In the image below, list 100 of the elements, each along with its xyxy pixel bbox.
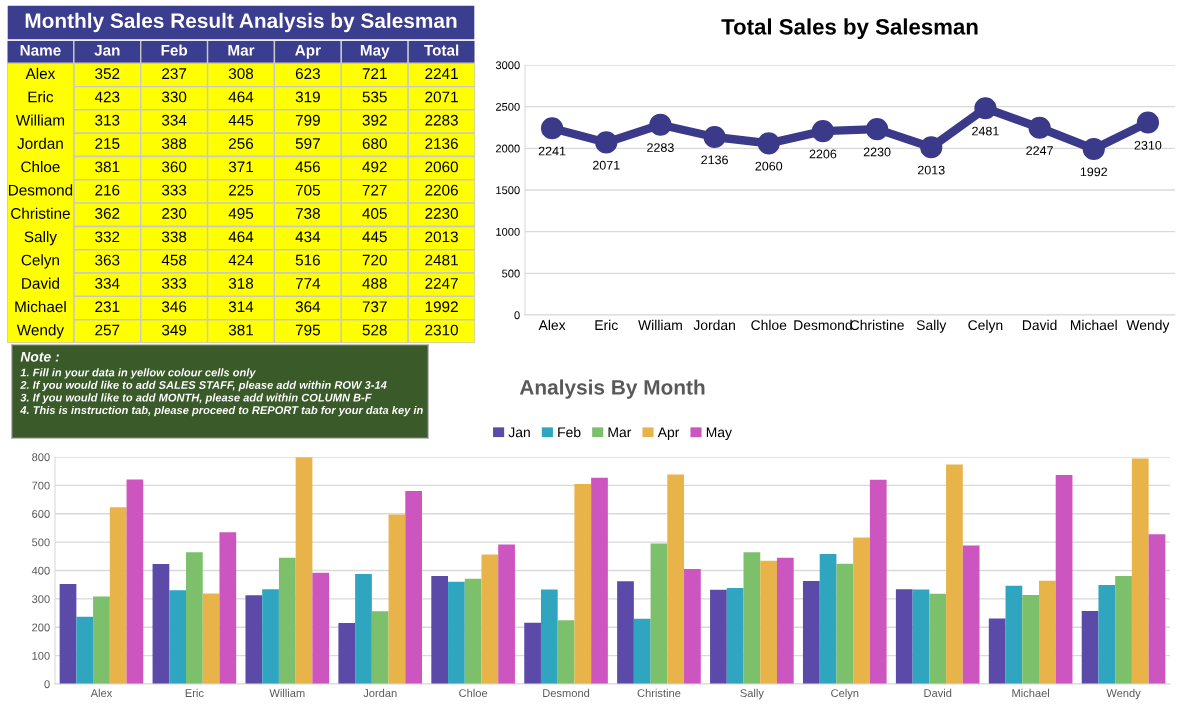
x-tick-label: Celyn — [831, 688, 859, 700]
data-label: 423 — [94, 91, 120, 103]
y-tick-label: 100 — [32, 651, 50, 660]
x-tick-label: William — [269, 688, 305, 698]
data-label: 338 — [161, 231, 187, 243]
bar — [912, 589, 930, 684]
bar — [186, 552, 203, 684]
bar — [726, 588, 744, 684]
x-tick-label: Chloe — [751, 319, 787, 331]
bar — [498, 544, 515, 684]
bar — [262, 589, 279, 684]
data-label: 405 — [362, 208, 387, 219]
data-label: 727 — [362, 184, 387, 196]
bar — [929, 593, 947, 684]
bar — [557, 620, 575, 684]
data-label: 720 — [362, 254, 387, 266]
bar — [126, 479, 144, 684]
data-label: 2071 — [425, 91, 458, 103]
y-tick-label: Desmond — [8, 184, 73, 196]
y-tick-label: Chloe — [21, 161, 60, 173]
x-tick-label: Alex — [90, 688, 113, 698]
data-label: 2071 — [592, 160, 620, 170]
bar — [710, 589, 727, 684]
data-label: 2310 — [425, 324, 458, 336]
bar — [1115, 575, 1132, 684]
data-label: 2283 — [647, 143, 674, 152]
data-label: 231 — [95, 301, 120, 313]
x-tick-label: David — [1022, 319, 1057, 331]
data-label: 464 — [228, 231, 254, 243]
bar — [245, 595, 263, 684]
legend-label: Apr — [657, 427, 680, 440]
x-tick-label: Celyn — [968, 319, 1003, 333]
data-label: 2247 — [1026, 146, 1053, 155]
data-label: 2481 — [425, 254, 458, 266]
x-tick-label: Total — [424, 44, 459, 56]
bar — [633, 618, 651, 684]
data-label: 318 — [228, 278, 254, 289]
point — [920, 136, 943, 159]
legend-label: Mar — [608, 427, 632, 438]
x-tick-label: Christine — [637, 688, 681, 698]
y-tick-label: 3000 — [495, 61, 520, 70]
data-label: 2013 — [425, 231, 458, 243]
data-label: 434 — [295, 231, 321, 243]
x-tick-label: David — [924, 688, 952, 698]
bar — [388, 514, 406, 684]
data-label: 2310 — [1134, 140, 1162, 150]
bar — [836, 563, 854, 684]
bar — [1022, 594, 1039, 684]
data-label: 360 — [161, 161, 187, 173]
data-label: 1992 — [1080, 167, 1108, 177]
data-label: 456 — [295, 161, 320, 173]
data-label: 464 — [228, 91, 254, 103]
bar — [431, 575, 449, 684]
bar — [405, 491, 423, 684]
data-label: 516 — [295, 254, 320, 266]
y-tick-label: Celyn — [21, 254, 59, 269]
bar — [819, 554, 837, 684]
y-tick-label: Alex — [25, 67, 56, 80]
bar — [962, 545, 980, 684]
bar — [667, 474, 685, 684]
y-tick-label: Sally — [24, 230, 57, 246]
y-tick-label: 500 — [32, 538, 50, 547]
data-label: 363 — [95, 254, 120, 266]
bar — [93, 596, 110, 684]
point — [1082, 137, 1105, 161]
data-label: 319 — [295, 91, 320, 103]
bar — [59, 584, 77, 684]
data-label: 256 — [229, 138, 254, 149]
data-label: 392 — [362, 114, 387, 126]
bar — [355, 573, 372, 684]
text: 1. Fill in your data in yellow colour cells only — [20, 368, 257, 379]
data-label: 492 — [362, 161, 387, 173]
point — [974, 97, 997, 120]
x-tick-label: Sally — [740, 688, 764, 700]
point — [540, 117, 564, 140]
data-label: 774 — [295, 278, 321, 289]
legend-label: Feb — [558, 427, 581, 438]
data-label: 230 — [162, 208, 187, 219]
chart-title: Total Sales by Salesman — [721, 18, 978, 40]
y-tick-label: 200 — [32, 623, 50, 632]
bar — [1005, 585, 1023, 684]
bar — [524, 622, 541, 684]
data-label: 352 — [95, 68, 120, 80]
data-label: 237 — [162, 68, 187, 80]
data-label: 334 — [95, 278, 120, 289]
data-label: 333 — [161, 278, 187, 289]
bar — [760, 560, 777, 684]
point — [865, 118, 889, 141]
data-label: 362 — [95, 208, 120, 219]
data-label: 371 — [228, 161, 253, 173]
chart-title: Analysis By Month — [519, 379, 705, 399]
data-label: 445 — [228, 114, 254, 126]
point — [649, 113, 672, 136]
bar — [312, 572, 330, 684]
legend-label: May — [706, 427, 732, 440]
x-tick-label: William — [638, 319, 682, 331]
x-tick-label: Jordan — [693, 319, 735, 331]
data-label: 381 — [228, 324, 253, 336]
y-tick-label: Jordan — [17, 137, 63, 149]
data-label: 2241 — [425, 68, 458, 79]
